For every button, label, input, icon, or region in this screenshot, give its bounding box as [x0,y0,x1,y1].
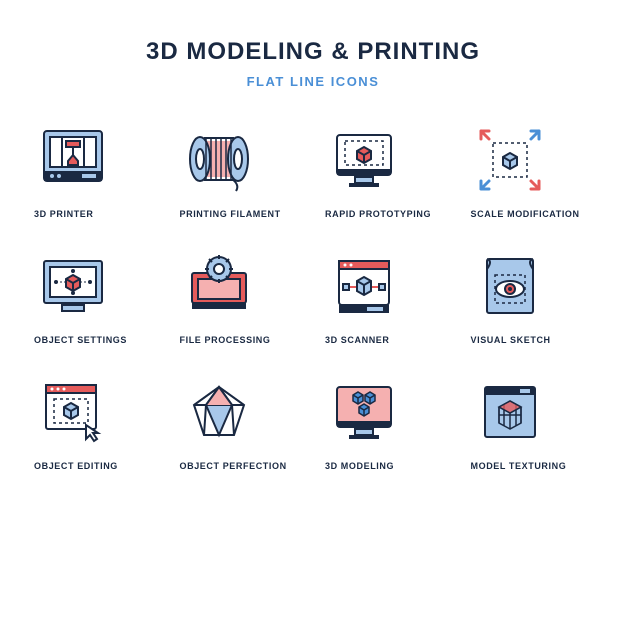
icon-label: PRINTING FILAMENT [180,209,281,219]
icon-label: SCALE MODIFICATION [471,209,580,219]
icon-cell-3d-printer: 3D PRINTER [34,121,156,219]
icon-label: 3D PRINTER [34,209,94,219]
model-texturing-icon [471,373,549,451]
file-processing-icon [180,247,258,325]
icon-cell-3d-scanner: 3D SCANNER [325,247,447,345]
3d-scanner-icon [325,247,403,325]
icon-label: OBJECT EDITING [34,461,118,471]
page-title: 3D MODELING & PRINTING [34,38,592,66]
rapid-prototyping-icon [325,121,403,199]
icon-cell-visual-sketch: VISUAL SKETCH [471,247,593,345]
icon-cell-object-settings: OBJECT SETTINGS [34,247,156,345]
3d-modeling-icon [325,373,403,451]
icon-cell-object-editing: OBJECT EDITING [34,373,156,471]
scale-modification-icon [471,121,549,199]
icon-label: OBJECT SETTINGS [34,335,127,345]
icon-label: VISUAL SKETCH [471,335,551,345]
icon-label: OBJECT PERFECTION [180,461,287,471]
icon-cell-file-processing: FILE PROCESSING [180,247,302,345]
icon-label: MODEL TEXTURING [471,461,567,471]
object-editing-icon [34,373,112,451]
printing-filament-icon [180,121,258,199]
icon-label: 3D MODELING [325,461,394,471]
icon-cell-model-texturing: MODEL TEXTURING [471,373,593,471]
object-perfection-icon [180,373,258,451]
3d-printer-icon [34,121,112,199]
icon-label: FILE PROCESSING [180,335,271,345]
icon-grid: 3D PRINTER PRINTING FILAMENT [34,121,592,471]
page-subtitle: FLAT LINE ICONS [34,74,592,89]
icon-label: 3D SCANNER [325,335,390,345]
icon-label: RAPID PROTOTYPING [325,209,431,219]
icon-cell-scale-modification: SCALE MODIFICATION [471,121,593,219]
icon-cell-rapid-prototyping: RAPID PROTOTYPING [325,121,447,219]
object-settings-icon [34,247,112,325]
icon-cell-object-perfection: OBJECT PERFECTION [180,373,302,471]
visual-sketch-icon [471,247,549,325]
icon-cell-3d-modeling: 3D MODELING [325,373,447,471]
icon-cell-printing-filament: PRINTING FILAMENT [180,121,302,219]
